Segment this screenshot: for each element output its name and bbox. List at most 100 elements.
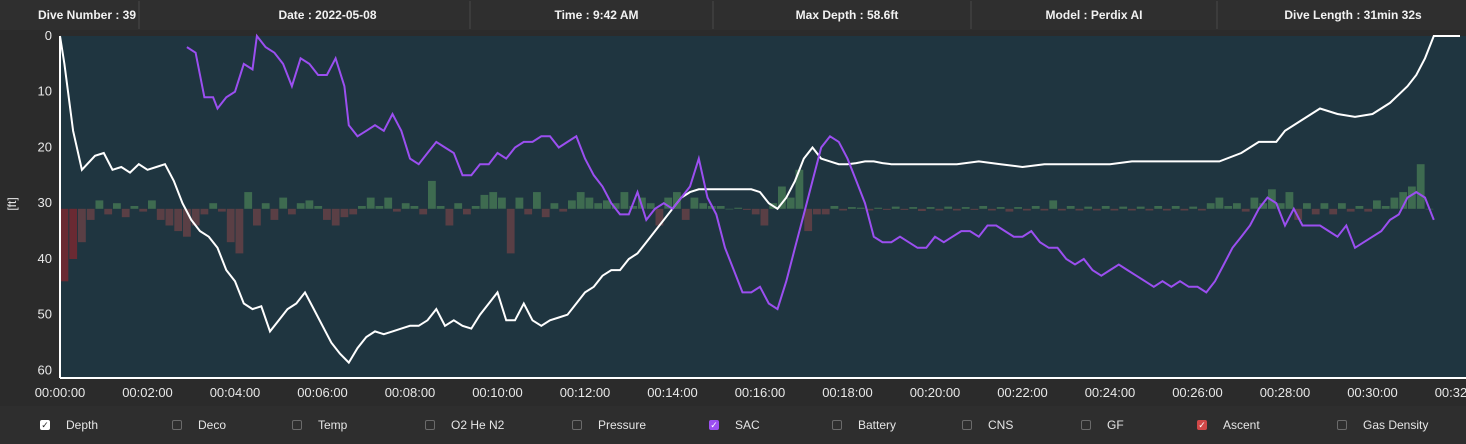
ascent-bar <box>340 208 349 218</box>
dive-number-label: Dive Number : 39 <box>0 1 140 29</box>
y-axis-label: [ft] <box>5 197 19 210</box>
ascent-bar <box>1005 208 1014 212</box>
checkbox-gas[interactable] <box>425 420 435 430</box>
ascent-bar <box>1058 208 1066 211</box>
legend-toggle-cns[interactable]: CNS <box>962 406 1013 444</box>
x-tick-label: 00:26:00 <box>1172 385 1223 400</box>
ascent-bar <box>751 208 760 215</box>
ascent-bar <box>270 208 279 220</box>
ascent-bar <box>454 203 463 209</box>
ascent-bar <box>288 208 296 215</box>
ascent-bar <box>865 208 874 211</box>
legend-toggle-gf[interactable]: GF <box>1081 406 1124 444</box>
ascent-bar <box>86 208 95 220</box>
ascent-bar <box>331 208 340 226</box>
legend-label-gas: O2 He N2 <box>451 418 505 432</box>
legend-toggle-temp[interactable]: Temp <box>292 406 347 444</box>
dive-length-label: Dive Length : 31min 32s <box>1284 8 1422 22</box>
ascent-bar <box>1285 192 1294 209</box>
ascent-bar <box>1031 206 1040 209</box>
legend-toggle-depth[interactable]: ✓ Depth <box>40 406 98 444</box>
x-tick-label: 00:18:00 <box>822 385 873 400</box>
ascent-bar <box>961 207 970 209</box>
ascent-bar <box>830 206 839 209</box>
dive-profile-chart[interactable]: 0 10 20 30 40 50 60 00:00:00 00:02:00 00:04:00 00… <box>0 28 1466 406</box>
x-tick-label: 00:02:00 <box>122 385 173 400</box>
y-tick-label: 50 <box>38 307 52 322</box>
x-tick-label: 00:14:00 <box>647 385 698 400</box>
ascent-bar <box>1294 208 1303 220</box>
ascent-bar <box>1233 203 1241 209</box>
ascent-bar <box>480 194 489 209</box>
legend-label-deco: Deco <box>198 418 227 432</box>
depth-line <box>59 35 1460 365</box>
checkbox-cns[interactable] <box>962 420 972 430</box>
ascent-bar <box>471 206 480 209</box>
ascent-bar <box>734 207 743 209</box>
legend-label-battery: Battery <box>858 418 897 432</box>
ascent-bar <box>524 208 533 215</box>
x-tick-label: 00:32:00 <box>1435 385 1466 400</box>
ascent-bar <box>226 208 235 243</box>
ascent-bar <box>629 206 638 209</box>
x-tick-label: 00:20:00 <box>910 385 961 400</box>
checkbox-gas-density[interactable] <box>1337 420 1347 430</box>
checkbox-temp[interactable] <box>292 420 302 430</box>
legend-toggle-gas[interactable]: O2 He N2 <box>425 406 504 444</box>
ascent-bar <box>1355 206 1364 209</box>
legend-label-temp: Temp <box>318 418 348 432</box>
dive-info-bar: Dive Number : 39 Date : 2022-05-08 Time … <box>0 0 1466 31</box>
ascent-bar <box>323 208 331 220</box>
legend-bar: ✓ Depth Deco Temp O2 He N2 Pressure ✓ SA… <box>0 406 1466 444</box>
legend-toggle-battery[interactable]: Battery <box>832 406 896 444</box>
ascent-bar <box>1163 208 1171 211</box>
x-tick-label: 00:22:00 <box>997 385 1048 400</box>
ascent-bar <box>165 208 174 226</box>
ascent-bar <box>821 208 830 215</box>
ascent-bar <box>1040 208 1049 211</box>
ascent-bar <box>1338 203 1346 209</box>
legend-toggle-pressure[interactable]: Pressure <box>572 406 646 444</box>
ascent-bar <box>384 197 393 209</box>
ascent-bar <box>1346 208 1355 212</box>
legend-toggle-gas-density[interactable]: Gas Density <box>1337 406 1428 444</box>
ascent-bar <box>375 206 384 209</box>
checkbox-ascent[interactable]: ✓ <box>1197 419 1207 430</box>
ascent-bar <box>498 197 506 209</box>
ascent-bar <box>428 180 436 209</box>
ascent-bar <box>1329 208 1338 215</box>
checkbox-battery[interactable] <box>832 420 842 430</box>
ascent-bar <box>996 207 1005 209</box>
ascent-bar <box>603 200 611 209</box>
ascent-bar <box>261 203 270 209</box>
checkbox-sac[interactable]: ✓ <box>709 419 719 430</box>
ascent-bar <box>121 208 130 218</box>
checkbox-deco[interactable] <box>172 420 182 430</box>
ascent-bar <box>1390 197 1399 209</box>
legend-toggle-ascent[interactable]: ✓ Ascent <box>1197 406 1260 444</box>
dive-date-label: Date : 2022-05-08 <box>140 1 471 29</box>
ascent-bar <box>795 169 804 209</box>
legend-toggle-sac[interactable]: ✓ SAC <box>709 406 760 444</box>
ascent-bar <box>1206 203 1215 209</box>
ascent-bar <box>918 208 926 211</box>
ascent-bar <box>156 208 165 220</box>
ascent-bar <box>935 208 944 211</box>
ascent-bar <box>209 203 218 209</box>
ascent-bar <box>358 206 366 209</box>
checkbox-pressure[interactable] <box>572 420 582 430</box>
ascent-bar <box>200 208 209 215</box>
sac-line <box>186 33 1435 311</box>
ascent-bar <box>1014 207 1022 209</box>
ascent-bar <box>883 208 891 210</box>
ascent-bar <box>191 208 200 226</box>
legend-label-gf: GF <box>1107 418 1124 432</box>
ascent-bar <box>1189 206 1198 209</box>
ascent-bar <box>69 208 78 259</box>
checkbox-gf[interactable] <box>1081 420 1091 430</box>
ascent-bar <box>296 203 305 209</box>
checkbox-depth[interactable]: ✓ <box>40 419 50 430</box>
ascent-bar <box>1119 206 1128 209</box>
legend-toggle-deco[interactable]: Deco <box>172 406 226 444</box>
